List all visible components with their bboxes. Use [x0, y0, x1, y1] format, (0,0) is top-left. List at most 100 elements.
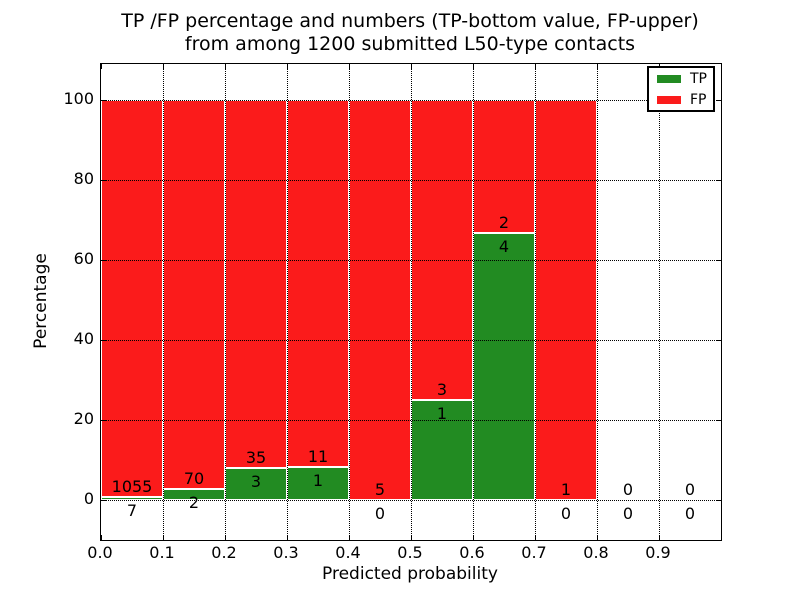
tp-color-swatch-icon [657, 74, 681, 83]
fp-color-swatch-icon [657, 95, 681, 104]
tp-count-label: 7 [126, 501, 138, 521]
x-tick-label: 0.5 [397, 543, 423, 562]
fp-count-label: 0 [622, 480, 634, 499]
gridline-vertical [659, 64, 660, 540]
tp-count-label: 1 [312, 470, 324, 490]
figure-title-line2: from among 1200 submitted L50-type conta… [184, 33, 636, 55]
bar-fp-segment [349, 100, 411, 500]
x-tick-label: 0.9 [645, 543, 671, 562]
x-tick-mark [411, 535, 412, 540]
x-tick-mark [535, 64, 536, 69]
fp-count-label: 3 [436, 380, 448, 399]
y-tick-label: 60 [73, 249, 94, 268]
fp-count-label: 2 [498, 213, 510, 233]
x-tick-mark [659, 535, 660, 540]
x-tick-mark [163, 64, 164, 69]
bar-tp-segment [101, 497, 163, 500]
gridline-vertical [225, 64, 226, 540]
x-tick-mark [163, 535, 164, 540]
x-tick-label: 0.2 [211, 543, 237, 562]
fp-count-label: 5 [374, 480, 386, 499]
gridline-vertical [287, 64, 288, 540]
y-tick-label: 20 [73, 409, 94, 428]
y-tick-mark [101, 180, 106, 181]
figure-title-line1: TP /FP percentage and numbers (TP-bottom… [121, 10, 699, 32]
y-tick-mark [716, 340, 721, 341]
bar-tp-segment [473, 233, 535, 500]
plot-area: 1055 7 70 2 35 3 11 1 5 0 3 1 2 4 1 0 0 0 0 0 [100, 63, 722, 541]
fp-count-label: 1 [560, 480, 572, 499]
legend-label-fp: FP [690, 91, 707, 108]
tp-count-label: 3 [250, 472, 262, 492]
legend: TP FP [647, 66, 715, 112]
y-tick-mark [101, 340, 106, 341]
gridline-vertical [473, 64, 474, 540]
x-tick-mark [349, 64, 350, 69]
y-tick-label: 100 [63, 89, 94, 108]
x-tick-mark [287, 64, 288, 69]
x-tick-label: 0.8 [583, 543, 609, 562]
x-tick-label: 0.7 [521, 543, 547, 562]
legend-item-fp: FP [657, 93, 713, 107]
figure-title: TP /FP percentage and numbers (TP-bottom… [100, 10, 720, 56]
gridline-vertical [597, 64, 598, 540]
y-tick-mark [716, 100, 721, 101]
bar-tp-segment [411, 400, 473, 500]
x-tick-label: 0.4 [335, 543, 361, 562]
bar-fp-segment [287, 100, 349, 467]
tp-count-label: 0 [622, 504, 634, 523]
x-tick-label: 0.0 [87, 543, 113, 562]
x-tick-mark [225, 64, 226, 69]
gridline-vertical [163, 64, 164, 540]
bar-fp-segment [225, 100, 287, 469]
x-tick-mark [411, 64, 412, 69]
x-tick-mark [349, 535, 350, 540]
y-tick-mark [101, 500, 106, 501]
y-tick-mark [716, 500, 721, 501]
tp-count-label: 4 [498, 237, 510, 257]
x-tick-mark [101, 64, 102, 69]
y-tick-mark [101, 260, 106, 261]
gridline-vertical [411, 64, 412, 540]
gridline-vertical [349, 64, 350, 540]
tp-count-label: 2 [188, 492, 200, 512]
bar-tp-segment [225, 468, 287, 500]
tp-count-label: 1 [436, 404, 448, 423]
x-tick-label: 0.3 [273, 543, 299, 562]
fp-count-label: 1055 [111, 477, 153, 497]
x-tick-mark [597, 535, 598, 540]
y-tick-label: 0 [83, 489, 94, 508]
x-tick-label: 0.1 [149, 543, 175, 562]
x-tick-mark [473, 535, 474, 540]
y-tick-label: 80 [73, 169, 94, 188]
y-tick-mark [101, 100, 106, 101]
bar-fp-segment [411, 100, 473, 400]
fp-count-label: 0 [684, 480, 696, 499]
fp-count-label: 11 [307, 446, 329, 466]
fp-count-label: 70 [183, 468, 205, 488]
bar-fp-segment [101, 100, 163, 498]
y-tick-mark [716, 260, 721, 261]
x-tick-mark [101, 535, 102, 540]
bar-fp-segment [473, 100, 535, 234]
y-tick-mark [716, 180, 721, 181]
y-tick-label: 40 [73, 329, 94, 348]
x-axis-label: Predicted probability [322, 564, 498, 584]
y-tick-mark [716, 420, 721, 421]
x-tick-mark [287, 535, 288, 540]
x-tick-mark [225, 535, 226, 540]
x-tick-mark [597, 64, 598, 69]
gridline-vertical [535, 64, 536, 540]
bar-fp-segment [535, 100, 597, 500]
bar-tp-segment [287, 466, 349, 500]
x-tick-mark [535, 535, 536, 540]
tp-count-label: 0 [684, 504, 696, 523]
tp-count-label: 0 [560, 504, 572, 523]
plot-inner: 1055 7 70 2 35 3 11 1 5 0 3 1 2 4 1 0 0 0 0 0 [101, 64, 721, 540]
y-tick-mark [101, 420, 106, 421]
x-tick-label: 0.6 [459, 543, 485, 562]
legend-label-tp: TP [690, 70, 707, 87]
tp-count-label: 0 [374, 504, 386, 523]
x-tick-mark [473, 64, 474, 69]
